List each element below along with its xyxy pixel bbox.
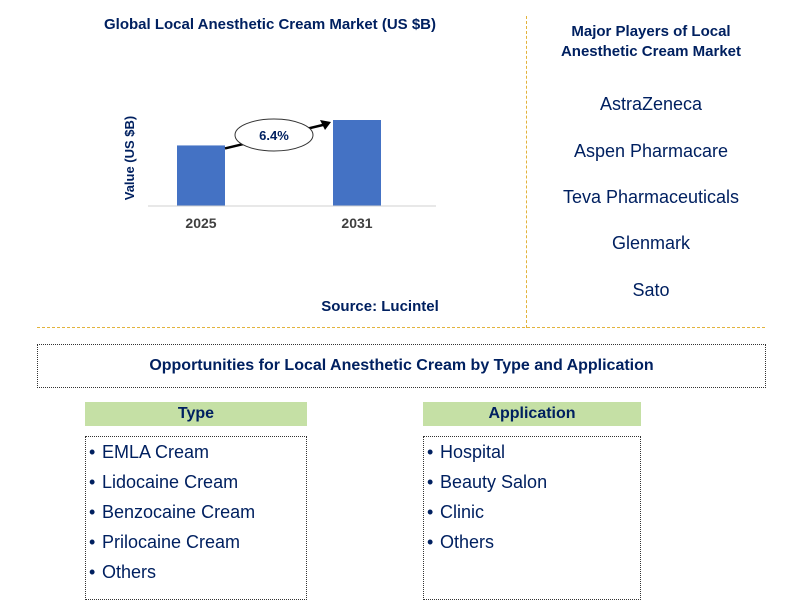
type-item: • Benzocaine Cream [89,502,256,522]
cagr-ellipse [234,118,314,152]
opportunities-title: Opportunities for Local Anesthetic Cream… [37,344,766,388]
player-item: Glenmark [611,233,691,253]
horizontal-divider [37,327,765,328]
source-label: Source: Lucintel [321,298,439,315]
player-item: Sato [632,280,670,300]
x-tick-label: 2025 [185,215,216,231]
type-list: • EMLA Cream • Lidocaine Cream • Benzocaine… [85,436,307,600]
player-item: Aspen Pharmacare [573,141,729,161]
cagr-label: 6.4% [259,128,289,143]
type-item: • Others [89,562,157,582]
bar-chart: Value (US $B) 2025 2031 6.4% [122,116,436,231]
x-tick-label: 2031 [341,215,372,231]
chart-title: Global Local Anesthetic Cream Market (US… [103,16,437,33]
type-item: • EMLA Cream [89,442,210,462]
application-item: • Clinic [427,502,485,522]
application-item: • Hospital [427,442,506,462]
application-heading: Application [423,402,641,426]
type-item: • Prilocaine Cream [89,532,241,552]
bar [177,145,225,206]
y-axis-label: Value (US $B) [122,116,137,201]
application-item: • Others [427,532,495,552]
application-list: • Hospital • Beauty Salon • Clinic • Others [423,436,641,600]
player-item: AstraZeneca [599,94,703,114]
player-item: Teva Pharmaceuticals [562,187,740,207]
application-item: • Beauty Salon [427,472,548,492]
bar [333,120,381,206]
players-title: Major Players of Local Anesthetic Cream … [560,23,742,60]
vertical-divider [526,16,527,328]
type-heading: Type [85,402,307,426]
type-item: • Lidocaine Cream [89,472,239,492]
growth-arrowhead [320,120,331,130]
